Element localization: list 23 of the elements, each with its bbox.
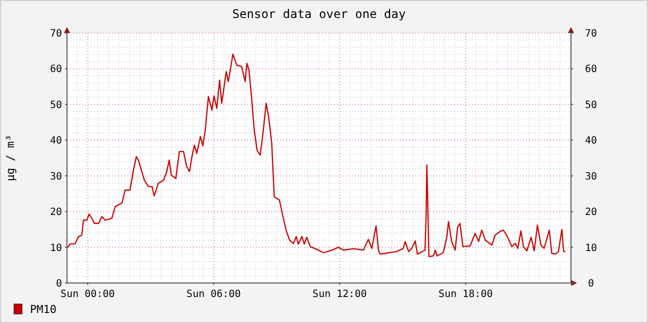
legend-label: PM10: [30, 302, 56, 316]
y2-tick-label: 10: [584, 242, 598, 254]
y2-tick-label: 50: [584, 100, 598, 111]
y2-tick-label: 0: [588, 278, 594, 290]
y2-tick-label: 20: [584, 207, 598, 218]
chart-title: Sensor data over one day: [232, 7, 406, 21]
y-tick-label: 40: [50, 136, 62, 147]
y2-tick-label: 40: [584, 136, 598, 147]
y2-tick-label: 30: [584, 171, 598, 182]
x-tick-label: Sun 12:00: [312, 289, 367, 300]
y2-tick-label: 60: [584, 64, 598, 76]
y-tick-label: 0: [56, 278, 62, 290]
x-tick-label: Sun 18:00: [438, 289, 493, 300]
y-axis-title: µg / m³: [4, 134, 17, 182]
x-tick-label: Sun 00:00: [60, 289, 115, 300]
y-tick-label: 70: [50, 28, 62, 40]
y-tick-label: 20: [50, 207, 62, 218]
y-tick-label: 10: [50, 242, 62, 254]
x-tick-label: Sun 06:00: [186, 289, 241, 300]
y-tick-label: 50: [50, 100, 62, 111]
y-tick-label: 60: [50, 64, 62, 76]
y-tick-label: 30: [50, 171, 62, 182]
y2-tick-label: 70: [584, 28, 598, 40]
